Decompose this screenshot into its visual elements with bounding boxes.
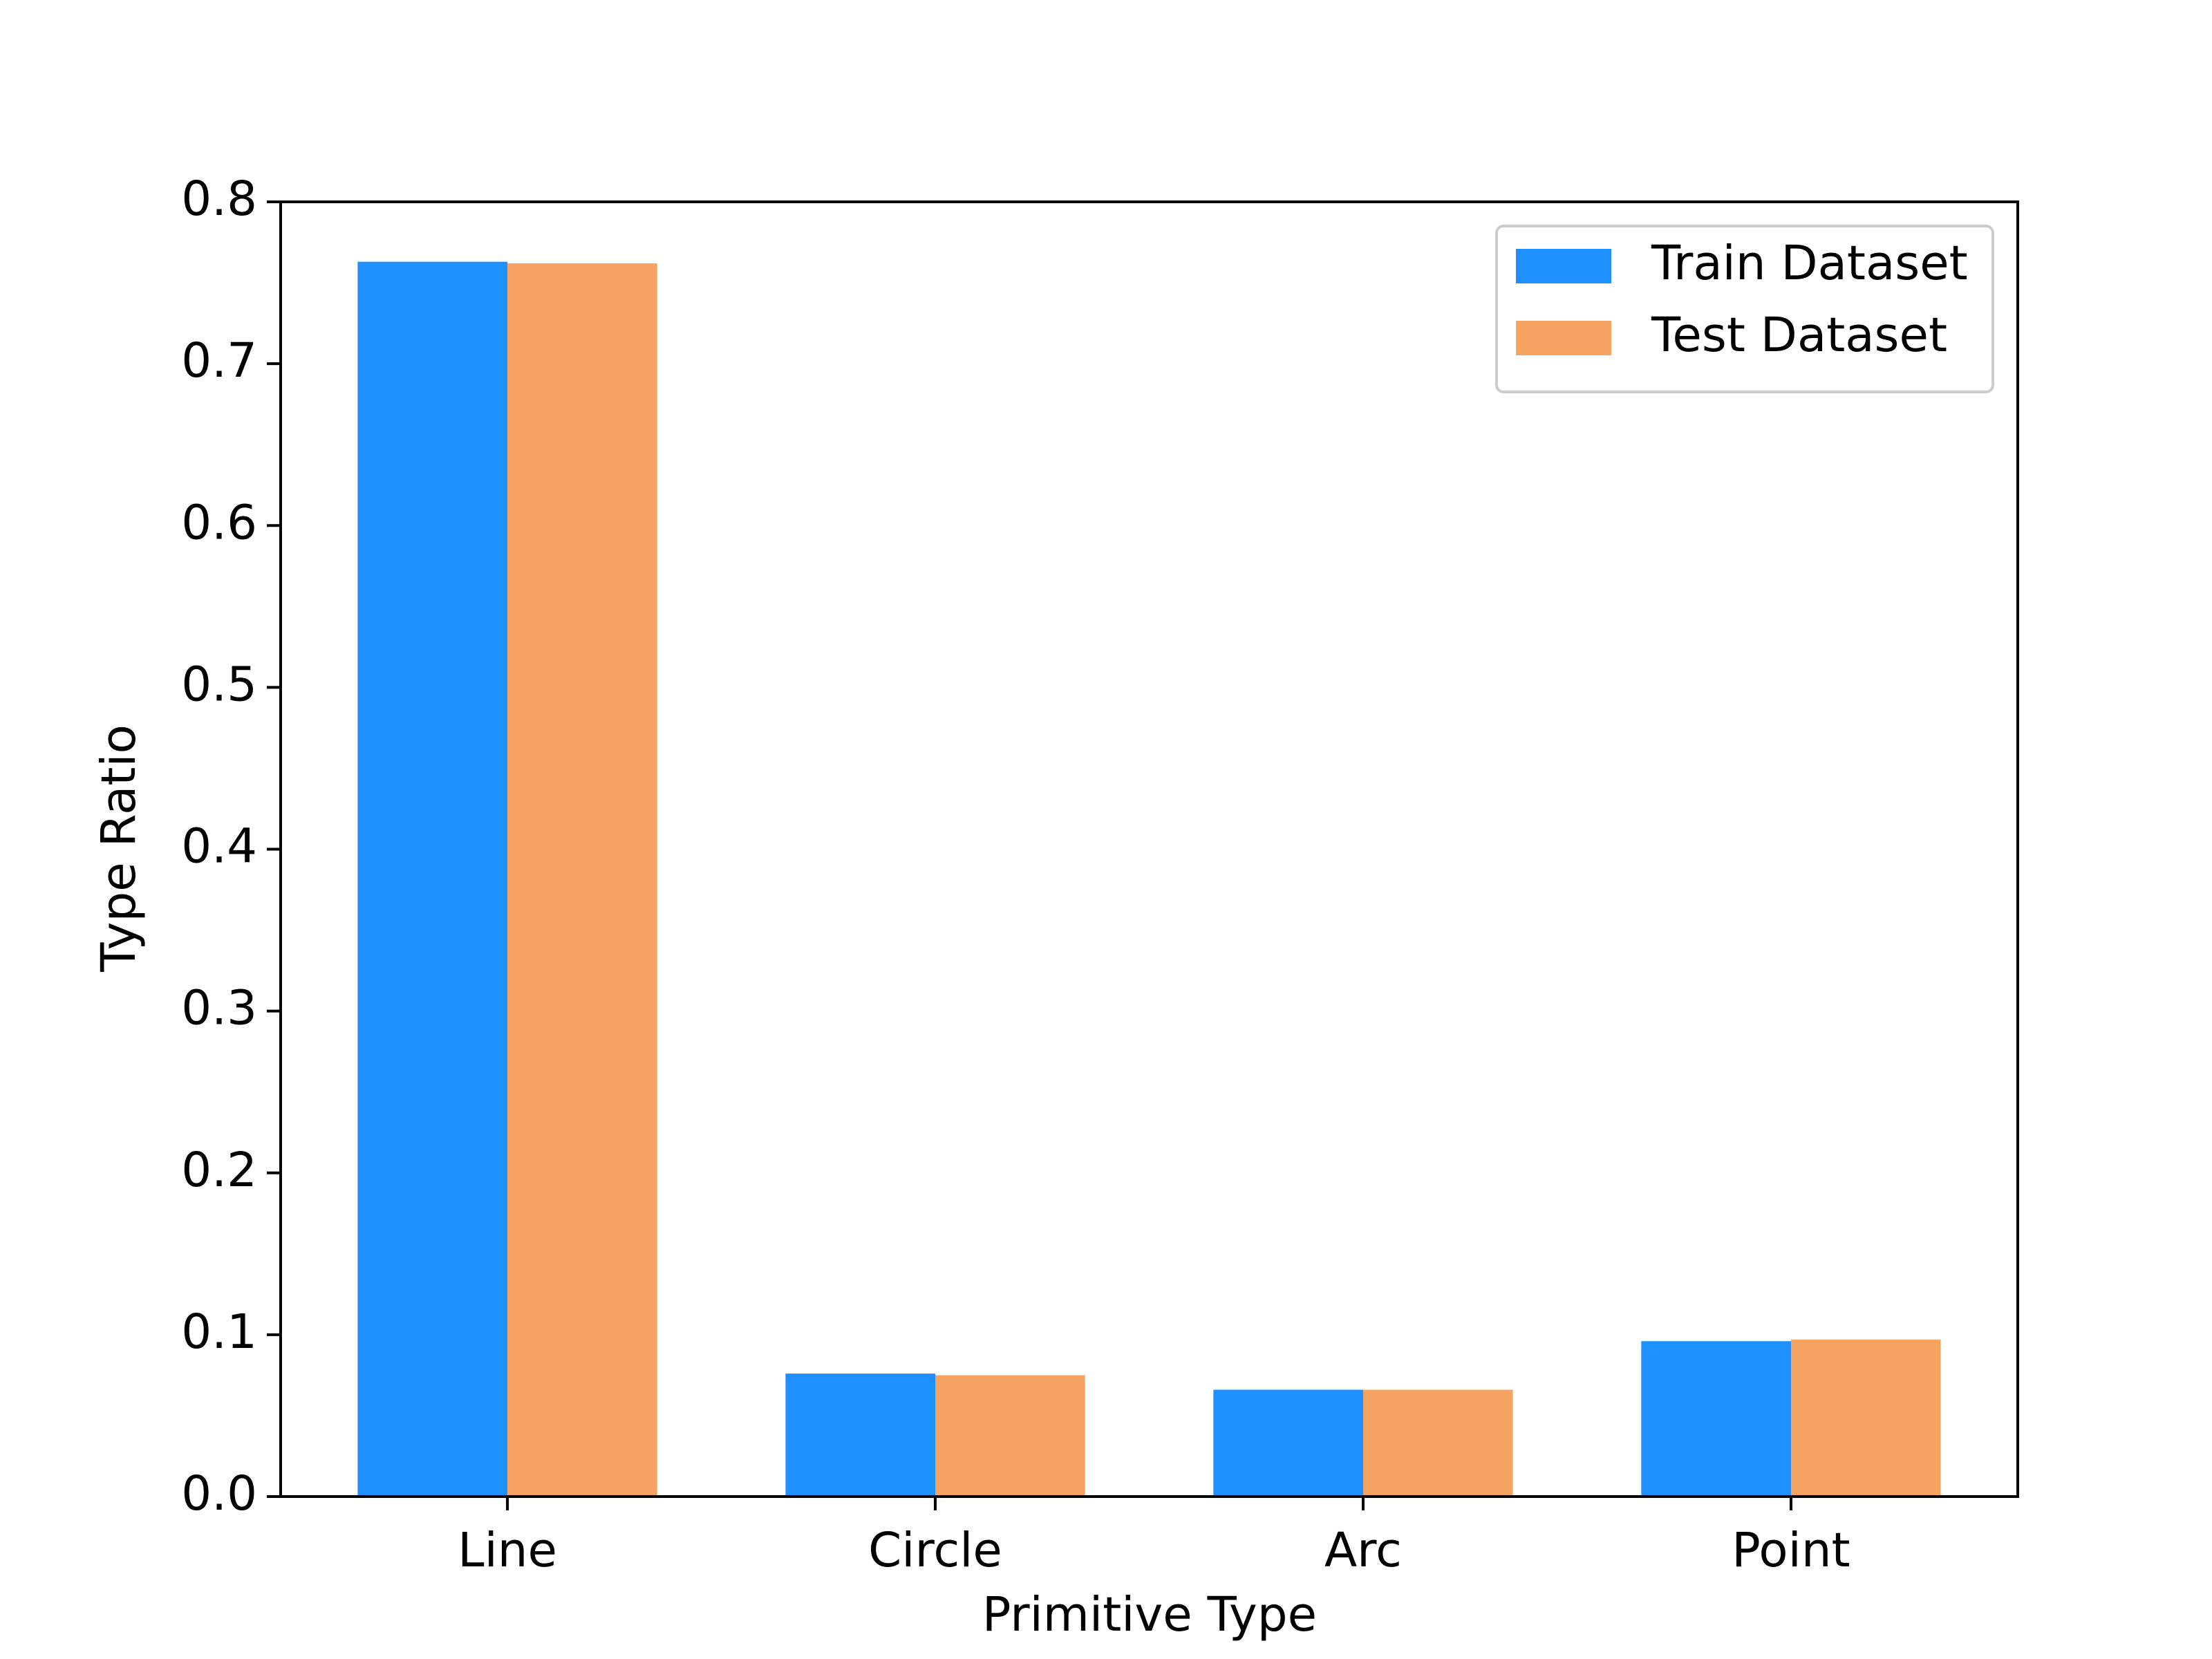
y-tick-label: 0.7	[181, 333, 257, 388]
plot-frame	[279, 200, 2019, 1498]
y-tick-label: 0.3	[181, 981, 257, 1036]
y-axis-label: Type Ratio	[91, 724, 147, 973]
legend-swatch	[1516, 249, 1611, 283]
y-tick-label: 0.0	[181, 1466, 257, 1521]
bar	[935, 1375, 1085, 1497]
x-tick-label: Arc	[1324, 1523, 1402, 1578]
y-tick-label: 0.1	[181, 1304, 257, 1360]
bar	[1362, 1389, 1513, 1497]
x-axis-label: Primitive Type	[982, 1587, 1317, 1642]
x-tick-label: Line	[458, 1523, 557, 1578]
x-tick-label: Circle	[868, 1523, 1002, 1578]
bar	[1213, 1389, 1363, 1497]
legend-label: Train Dataset	[1651, 236, 1968, 291]
bar	[1641, 1341, 1791, 1497]
y-tick-label: 0.2	[181, 1143, 257, 1198]
y-tick-label: 0.5	[181, 657, 257, 712]
bar	[785, 1374, 936, 1497]
bar	[507, 263, 657, 1497]
x-tick-label: Point	[1732, 1523, 1850, 1578]
y-tick-label: 0.6	[181, 495, 257, 550]
y-tick-label: 0.4	[181, 819, 257, 874]
bar	[1790, 1339, 1941, 1497]
legend-label: Test Dataset	[1651, 308, 1947, 363]
legend-box	[1495, 225, 1994, 393]
bar	[357, 261, 508, 1497]
legend-swatch	[1516, 321, 1611, 355]
y-tick-label: 0.8	[181, 171, 257, 227]
